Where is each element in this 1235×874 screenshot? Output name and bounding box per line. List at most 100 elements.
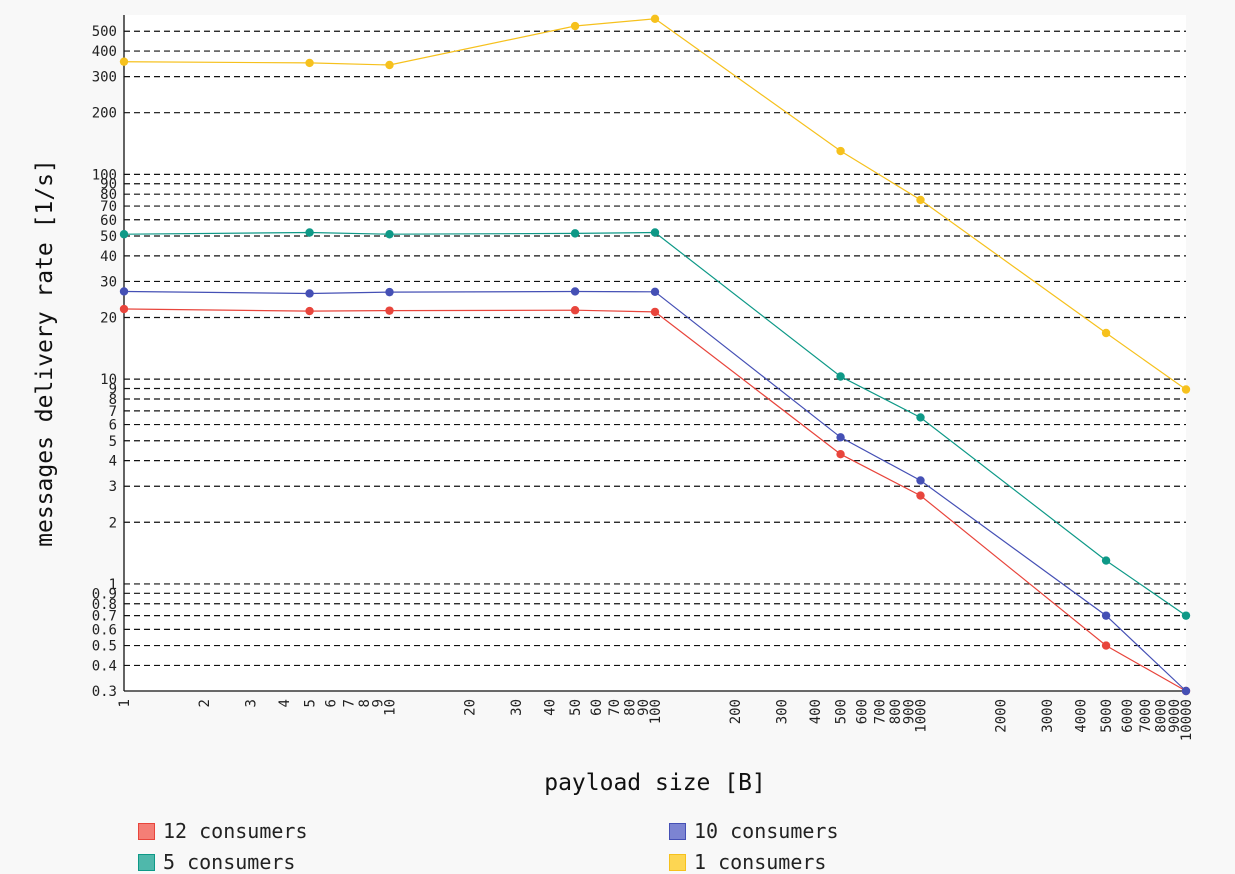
y-tick-label: 10 [100, 372, 117, 388]
data-point-5-consumers[interactable] [570, 229, 580, 238]
data-point-12-consumers[interactable] [305, 306, 314, 316]
x-tick-label: 20 [462, 699, 478, 716]
data-point-1-consumers[interactable] [119, 57, 129, 66]
y-tick-label: 30 [100, 274, 117, 290]
legend-item-1-consumers[interactable]: 1 consumers [669, 850, 826, 874]
data-point-10-consumers[interactable] [1181, 686, 1191, 696]
x-tick-label: 80 [622, 699, 638, 716]
y-tick-label: 0.4 [92, 658, 117, 674]
data-point-10-consumers[interactable] [836, 433, 845, 442]
y-tick-label: 70 [100, 199, 117, 215]
x-axis-label: payload size [B] [544, 770, 766, 796]
chart-canvas: 0.30.40.50.60.70.80.91234567891020304050… [32, 14, 1195, 796]
y-tick-label: 60 [100, 213, 117, 229]
data-point-5-consumers[interactable] [385, 230, 394, 239]
y-axis-label: messages delivery rate [1/s] [32, 159, 58, 547]
x-tick-label: 500 [834, 699, 850, 724]
y-tick-label: 20 [100, 310, 117, 326]
y-tick-label: 6 [109, 418, 117, 434]
data-point-10-consumers[interactable] [916, 476, 925, 485]
x-tick-label: 50 [568, 699, 584, 716]
y-tick-label: 100 [92, 167, 117, 183]
legend-item-12-consumers[interactable]: 12 consumers [138, 819, 308, 843]
y-tick-label: 90 [100, 177, 117, 193]
legend-swatch-10-consumers [669, 822, 686, 840]
y-tick-label: 80 [100, 187, 117, 203]
legend-swatch-5-consumers [138, 853, 155, 871]
y-tick-label: 0.9 [92, 586, 117, 602]
x-tick-label: 900 [901, 699, 917, 724]
data-point-5-consumers[interactable] [119, 230, 129, 239]
series-group [119, 14, 1191, 696]
data-point-12-consumers[interactable] [119, 304, 129, 314]
x-tick-label: 3000 [1040, 699, 1056, 733]
y-tick-label: 0.5 [92, 639, 117, 655]
data-point-5-consumers[interactable] [836, 372, 845, 381]
x-tick-label: 5 [303, 699, 319, 707]
y-tick-label: 1 [109, 577, 117, 593]
data-point-12-consumers[interactable] [385, 306, 394, 315]
x-tick-label: 1000 [914, 699, 930, 733]
data-point-12-consumers[interactable] [1101, 641, 1111, 650]
legend-label-5-consumers: 5 consumers [163, 850, 296, 874]
data-point-12-consumers[interactable] [916, 491, 925, 500]
data-point-10-consumers[interactable] [650, 287, 660, 296]
x-tick-label: 200 [728, 699, 744, 724]
x-tick-label: 60 [589, 699, 605, 716]
data-point-1-consumers[interactable] [1181, 385, 1191, 394]
data-point-1-consumers[interactable] [1101, 328, 1111, 338]
data-point-10-consumers[interactable] [305, 289, 314, 298]
y-tick-label: 5 [109, 434, 117, 450]
y-tick-label: 50 [100, 229, 117, 245]
data-point-5-consumers[interactable] [1101, 556, 1111, 565]
x-tick-label: 800 [888, 699, 904, 724]
data-point-1-consumers[interactable] [305, 58, 314, 68]
x-tick-label: 6000 [1120, 699, 1136, 733]
data-point-12-consumers[interactable] [570, 306, 580, 315]
x-tick-label: 40 [542, 699, 558, 716]
x-tick-label: 5000 [1099, 699, 1115, 733]
data-point-10-consumers[interactable] [385, 287, 394, 297]
data-point-5-consumers[interactable] [916, 413, 925, 422]
legend-item-10-consumers[interactable]: 10 consumers [669, 819, 839, 843]
x-tick-label: 8000 [1153, 699, 1169, 733]
data-point-10-consumers[interactable] [1101, 611, 1111, 620]
data-point-1-consumers[interactable] [385, 60, 394, 70]
y-tick-label: 0.6 [92, 622, 117, 638]
y-tick-label: 400 [92, 44, 117, 60]
data-point-1-consumers[interactable] [650, 14, 660, 23]
x-tick-label: 300 [775, 699, 791, 724]
data-point-10-consumers[interactable] [570, 287, 580, 296]
data-point-12-consumers[interactable] [650, 307, 660, 317]
data-point-1-consumers[interactable] [916, 195, 925, 205]
x-tick-label: 2 [197, 699, 213, 707]
y-tick-label: 300 [92, 70, 117, 86]
x-tick-label: 90 [636, 699, 652, 716]
x-tick-label: 10000 [1179, 699, 1195, 741]
data-point-1-consumers[interactable] [570, 21, 580, 31]
y-tick-label: 7 [109, 404, 117, 420]
legend-label-10-consumers: 10 consumers [694, 819, 839, 843]
x-tick-label: 9000 [1167, 699, 1183, 733]
x-tick-label: 600 [855, 699, 871, 724]
x-tick-label: 8 [357, 699, 373, 707]
x-tick-label: 1 [117, 699, 133, 707]
data-point-5-consumers[interactable] [305, 228, 314, 237]
x-tick-label: 100 [648, 699, 664, 724]
data-point-12-consumers[interactable] [836, 449, 845, 459]
x-tick-label: 7 [341, 699, 357, 707]
data-point-1-consumers[interactable] [836, 146, 845, 156]
data-point-10-consumers[interactable] [119, 287, 129, 296]
x-tick-label: 30 [509, 699, 525, 716]
y-tick-label: 200 [92, 106, 117, 122]
y-tick-label: 4 [109, 454, 117, 470]
data-point-5-consumers[interactable] [1181, 611, 1191, 620]
y-tick-label: 3 [109, 479, 117, 495]
legend-item-5-consumers[interactable]: 5 consumers [138, 850, 296, 874]
data-point-5-consumers[interactable] [650, 228, 660, 237]
x-tick-label: 9 [370, 699, 386, 707]
y-tick-label: 0.7 [92, 609, 117, 625]
y-tick-label: 500 [92, 24, 117, 40]
